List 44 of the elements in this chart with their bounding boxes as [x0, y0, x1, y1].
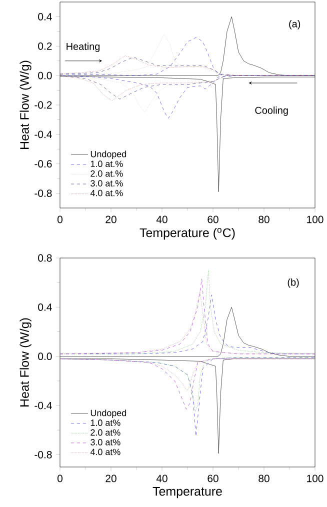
y-tick-label: 0.2: [38, 42, 52, 50]
y-axis-title: Heat Flow (W/g): [20, 60, 32, 149]
annotation: Heating: [66, 42, 100, 52]
legend-label: 4.0 at%: [90, 448, 120, 456]
x-tick-label: 20: [106, 474, 116, 482]
y-tick-label: -0.8: [34, 451, 52, 458]
x-tick-label: 100: [307, 474, 324, 482]
legend-label: 3.0 at%: [90, 439, 120, 446]
legend-label: 1.0 at.%: [90, 160, 123, 168]
x-tick-label: 100: [307, 216, 324, 224]
x-tick-label: 0: [57, 216, 62, 224]
x-axis-title: Temperature ($^{o}$C): [140, 228, 235, 240]
x-tick-label: 20: [106, 216, 116, 224]
annotation: (b): [288, 278, 299, 288]
x-axis-title: Temperature: [152, 487, 222, 498]
annotation: Cooling: [255, 106, 288, 116]
x-tick-label: 60: [208, 216, 218, 224]
legend-label: 1.0 at%: [90, 420, 120, 426]
y-tick-label: -0.4: [34, 130, 52, 138]
y-axis-title: Heat Flow (W/g): [20, 318, 32, 406]
y-tick-label: 0.4: [38, 13, 52, 20]
x-tick-label: 40: [156, 216, 168, 224]
line-series: [60, 306, 315, 454]
legend-label: 3.0 at.%: [90, 180, 123, 186]
x-tick-label: 60: [208, 474, 218, 482]
legend-label: 2.0 at.%: [90, 170, 123, 177]
x-tick-label: 0: [57, 474, 62, 482]
y-tick-label: 0.8: [38, 254, 52, 262]
annotation: (a): [289, 20, 300, 30]
x-tick-label: 80: [258, 474, 270, 482]
y-tick-label: 0.4: [38, 303, 52, 311]
legend-label: Undoped: [90, 410, 126, 418]
y-tick-label: -0.8: [34, 190, 52, 197]
y-tick-label: -0.4: [34, 402, 52, 410]
y-tick-label: -0.6: [34, 160, 52, 168]
x-tick-label: 80: [258, 216, 270, 224]
y-tick-label: 0.0: [38, 352, 52, 360]
y-tick-label: -0.2: [34, 101, 52, 109]
legend-label: Undoped: [90, 150, 126, 160]
line-series: [60, 290, 315, 391]
legend-label: 2.0 at%: [90, 429, 120, 436]
x-tick-label: 40: [156, 474, 168, 482]
legend-label: 4.0 at.%: [90, 190, 123, 196]
y-tick-label: 0.0: [38, 72, 52, 80]
